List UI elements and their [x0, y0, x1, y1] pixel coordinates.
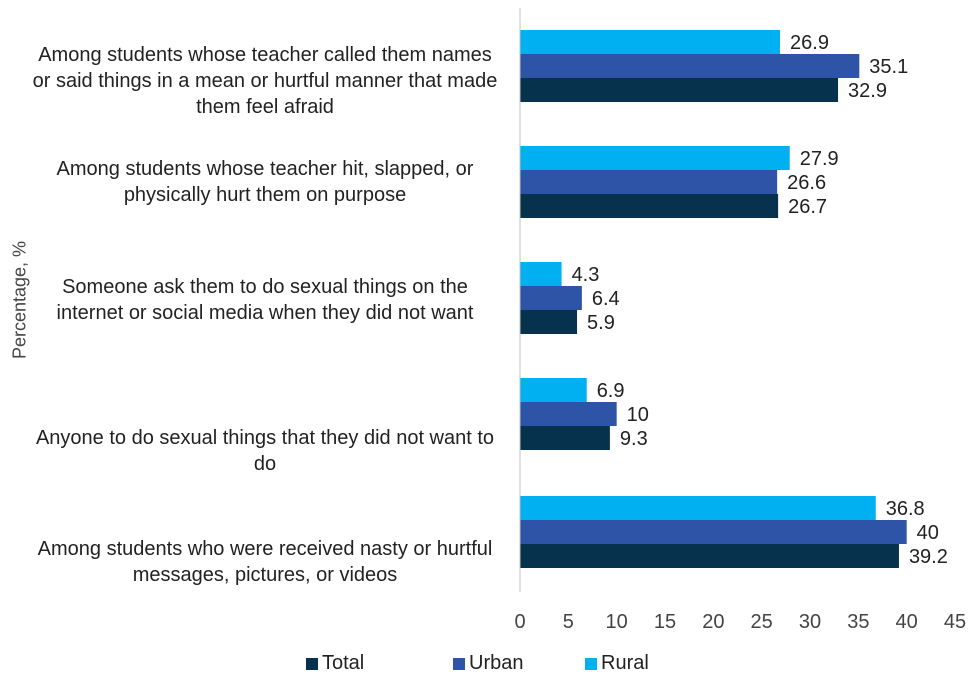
x-tick-label-0: 0	[514, 611, 525, 633]
category-label-1: Among students whose teacher hit, slappe…	[56, 158, 474, 206]
bar-urban-1	[520, 170, 778, 194]
legend-label-total: Total	[322, 652, 365, 674]
bar-urban-0	[520, 54, 860, 78]
x-tick-label-30: 30	[799, 611, 821, 633]
bar-total-2	[520, 310, 578, 334]
legend-swatch-rural	[585, 657, 597, 670]
bar-rural-4	[520, 496, 876, 520]
data-label-total-4: 39.2	[909, 546, 948, 568]
bar-rural-1	[520, 146, 790, 170]
legend-label-urban: Urban	[469, 652, 524, 674]
x-tick-label-35: 35	[847, 611, 869, 633]
data-label-urban-3: 10	[627, 404, 649, 426]
data-label-rural-0: 26.9	[790, 32, 829, 54]
data-label-total-1: 26.7	[788, 196, 827, 218]
data-label-rural-4: 36.8	[886, 498, 925, 520]
data-label-urban-1: 26.6	[787, 172, 826, 194]
x-tick-label-45: 45	[944, 611, 966, 633]
bar-urban-3	[520, 402, 617, 426]
x-tick-label-5: 5	[563, 611, 574, 633]
bar-total-3	[520, 426, 610, 450]
bar-total-0	[520, 78, 839, 102]
x-tick-label-25: 25	[751, 611, 773, 633]
bar-rural-2	[520, 262, 562, 286]
legend: Total Urban Rural	[0, 652, 973, 676]
legend-swatch-total	[306, 657, 318, 670]
bar-rural-3	[520, 378, 587, 402]
data-label-urban-4: 40	[917, 522, 939, 544]
category-label-2: Someone ask them to do sexual things on …	[56, 276, 474, 324]
data-label-rural-2: 4.3	[572, 264, 600, 286]
data-label-total-3: 9.3	[620, 428, 648, 450]
legend-item-urban: Urban	[453, 652, 523, 675]
bar-rural-0	[520, 30, 781, 54]
x-axis-ticks: 0 5 10 15 20 25 30 35 40 45	[514, 611, 966, 633]
bar-total-4	[520, 544, 899, 568]
data-label-total-2: 5.9	[587, 312, 615, 334]
x-tick-label-15: 15	[654, 611, 676, 633]
bar-total-1	[520, 194, 779, 218]
legend-swatch-urban	[453, 657, 465, 670]
legend-label-rural: Rural	[601, 652, 649, 674]
category-label-3: Anyone to do sexual things that they did…	[35, 427, 495, 475]
data-label-rural-1: 27.9	[800, 148, 839, 170]
bar-urban-4	[520, 520, 907, 544]
data-label-rural-3: 6.9	[597, 380, 625, 402]
data-label-urban-0: 35.1	[869, 56, 908, 78]
data-labels-group: 26.9 35.132.9 27.926.626.7 4.36.45.9 6.9109.…	[572, 32, 948, 568]
legend-item-rural: Rural	[585, 652, 649, 675]
x-tick-label-40: 40	[896, 611, 918, 633]
data-label-total-0: 32.9	[848, 80, 887, 102]
data-label-urban-2: 6.4	[592, 288, 620, 310]
x-tick-label-10: 10	[606, 611, 628, 633]
bars-group	[520, 30, 907, 568]
y-axis-label: Percentage, %	[9, 240, 30, 360]
category-label-4: Among students who were received nasty o…	[37, 538, 493, 586]
legend-item-total: Total	[306, 652, 364, 675]
bar-urban-2	[520, 286, 582, 310]
x-tick-label-20: 20	[702, 611, 724, 633]
category-label-0: Among students whose teacher called them…	[32, 44, 498, 118]
